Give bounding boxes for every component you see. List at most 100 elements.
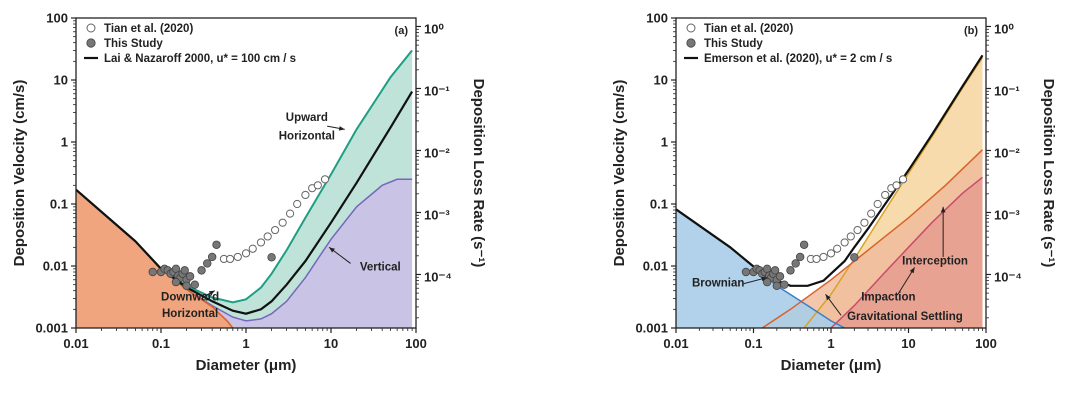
y-tick-label: 10 bbox=[54, 73, 68, 88]
this-study-point bbox=[795, 252, 805, 262]
this-study-point bbox=[791, 259, 800, 268]
x-tick-label: 0.01 bbox=[663, 336, 688, 351]
interception-line bbox=[761, 149, 984, 329]
y2-tick-label: 10⁰ bbox=[424, 21, 444, 36]
annot-upward: Upward bbox=[286, 112, 328, 124]
this-study-point bbox=[212, 240, 221, 249]
x-tick-label: 100 bbox=[405, 336, 427, 351]
x-tick-label: 0.1 bbox=[152, 336, 170, 351]
this-study-point bbox=[772, 281, 782, 290]
panel-label: (a) bbox=[395, 25, 409, 37]
y2-tick-label: 10⁻¹ bbox=[424, 83, 450, 98]
tian-point bbox=[241, 249, 251, 258]
vertical-arrowhead bbox=[329, 247, 335, 253]
tian-point bbox=[313, 181, 322, 190]
tian-point bbox=[285, 209, 295, 218]
upward-arrowhead bbox=[338, 126, 345, 131]
tian-point bbox=[819, 252, 828, 262]
gravitational-arrowhead bbox=[825, 294, 831, 301]
this-study-point bbox=[799, 240, 809, 249]
legend-label-tian-et-al-2020: Tian et al. (2020) bbox=[104, 23, 193, 35]
this-study-point bbox=[203, 259, 212, 268]
downward-arrowhead bbox=[208, 290, 215, 296]
y2-tick-label: 10⁻³ bbox=[994, 207, 1020, 222]
tian-point bbox=[860, 218, 869, 227]
x-tick-label: 1 bbox=[827, 336, 834, 351]
y-tick-label: 1 bbox=[61, 135, 68, 150]
tian-point bbox=[271, 225, 280, 235]
annot-vertical: Vertical bbox=[360, 261, 401, 273]
this-study-point bbox=[185, 272, 195, 281]
y2-tick-label: 10⁻¹ bbox=[994, 83, 1020, 98]
y-tick-label: 0.01 bbox=[643, 259, 668, 274]
tian-point bbox=[248, 244, 257, 253]
impaction-line bbox=[830, 176, 983, 329]
y2-tick-label: 10⁻⁴ bbox=[424, 269, 452, 284]
this-study-point bbox=[148, 267, 157, 277]
legend-marker-open bbox=[86, 23, 96, 33]
tian-point bbox=[278, 218, 287, 227]
y-axis-title: Deposition Velocity (cm/s) bbox=[11, 80, 28, 267]
y2-axis-title: Deposition Loss Rate (s⁻¹) bbox=[470, 79, 487, 268]
y-tick-label: 1 bbox=[661, 135, 668, 150]
this-study-point bbox=[190, 280, 200, 289]
y-tick-label: 0.1 bbox=[650, 197, 668, 212]
x-tick-label: 0.01 bbox=[63, 336, 88, 351]
y-tick-label: 0.1 bbox=[50, 197, 68, 212]
this-study-point bbox=[780, 280, 789, 289]
y2-tick-label: 10⁻³ bbox=[424, 207, 450, 222]
legend-marker-filled bbox=[86, 38, 96, 48]
tian-point bbox=[301, 190, 310, 200]
tian-point bbox=[892, 181, 901, 190]
this-study-point bbox=[770, 266, 780, 275]
x-tick-label: 10 bbox=[901, 336, 915, 351]
impaction-arrowhead bbox=[909, 267, 915, 274]
y-axis-title: Deposition Velocity (cm/s) bbox=[611, 80, 628, 267]
x-tick-label: 0.1 bbox=[744, 336, 762, 351]
annot-brownian: Brownian bbox=[692, 277, 744, 289]
y-tick-label: 100 bbox=[46, 11, 68, 26]
plot-frame bbox=[675, 17, 987, 329]
tian-point bbox=[881, 190, 890, 200]
this-study-point bbox=[850, 253, 859, 262]
tian-point bbox=[840, 238, 849, 247]
this-study-point bbox=[207, 252, 217, 262]
annot-interception: Interception bbox=[902, 256, 968, 268]
y-tick-label: 100 bbox=[646, 11, 668, 26]
y2-tick-label: 10⁻² bbox=[424, 145, 450, 160]
this-study-point bbox=[197, 266, 206, 275]
y2-tick-label: 10⁻² bbox=[994, 145, 1020, 160]
tian-point bbox=[898, 175, 908, 184]
brownian-arrowhead bbox=[761, 276, 768, 282]
this-study-point bbox=[762, 277, 772, 287]
tian-point bbox=[826, 249, 836, 258]
legend-label-this-study: This Study bbox=[704, 38, 763, 50]
upward-fill bbox=[76, 50, 413, 321]
y-tick-label: 10 bbox=[654, 73, 668, 88]
annot-downward: Downward bbox=[161, 291, 219, 303]
this-study-point bbox=[267, 253, 276, 262]
legend-label-lai-nazaroff-2000-u-100-cm-s: Lai & Nazaroff 2000, u* = 100 cm / s bbox=[104, 53, 296, 65]
tian-point bbox=[263, 232, 272, 241]
tian-point bbox=[846, 232, 855, 241]
x-axis-title: Diameter (μm) bbox=[196, 357, 297, 374]
x-tick-label: 10 bbox=[324, 336, 338, 351]
legend-marker-filled bbox=[686, 38, 696, 48]
y2-tick-label: 10⁻⁴ bbox=[994, 269, 1022, 284]
tian-point bbox=[812, 254, 821, 264]
x-tick-label: 1 bbox=[242, 336, 249, 351]
tian-point bbox=[833, 244, 842, 253]
y-tick-label: 0.01 bbox=[43, 259, 68, 274]
tian-point bbox=[853, 225, 862, 235]
interception-arrowhead bbox=[940, 206, 946, 213]
this-study-point bbox=[741, 267, 751, 277]
this-study-point bbox=[775, 272, 785, 281]
tian-point bbox=[225, 254, 235, 264]
tian-point bbox=[867, 209, 876, 218]
legend-label-this-study: This Study bbox=[104, 38, 163, 50]
annot-gravitational-settling: Gravitational Settling bbox=[847, 311, 963, 323]
y-tick-label: 0.001 bbox=[635, 321, 668, 336]
annot-impaction: Impaction bbox=[861, 291, 915, 303]
